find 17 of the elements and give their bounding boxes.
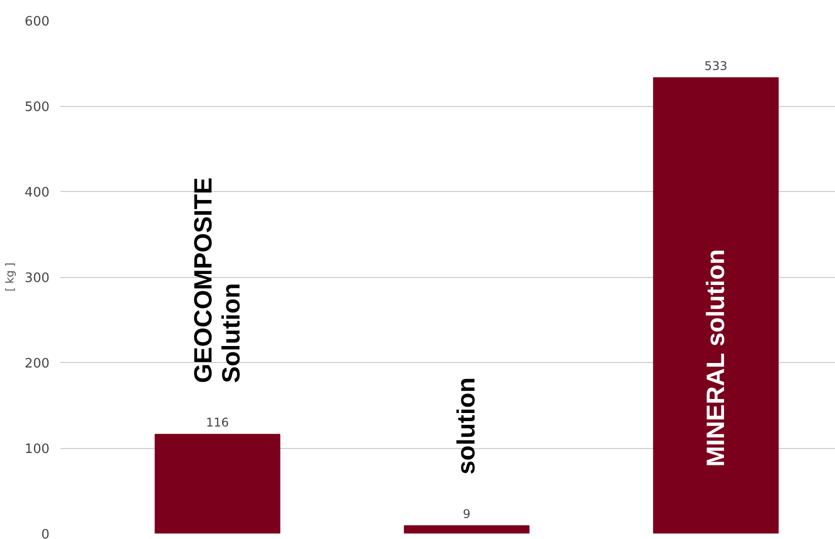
y-axis-title: [ kg ] [4, 262, 17, 292]
y-tick-label: 200 [24, 356, 50, 372]
x-tick-label: GEOCOMPOSITE Solution [189, 177, 246, 384]
data-label: 9 [462, 507, 471, 522]
y-tick-label: 0 [41, 528, 50, 539]
data-label: 116 [206, 416, 229, 430]
x-tick-label: solution [452, 377, 481, 475]
y-tick-label: 400 [24, 186, 50, 200]
y-tick-label: 100 [24, 442, 50, 457]
bar [404, 525, 530, 534]
bar [154, 434, 280, 534]
y-tick-label: 600 [24, 14, 50, 30]
y-tick-label: 300 [24, 271, 50, 286]
x-tick-label: MINERAL solution [702, 249, 730, 467]
data-label: 533 [704, 59, 728, 74]
y-tick-label: 500 [24, 100, 50, 115]
bar [653, 77, 779, 534]
